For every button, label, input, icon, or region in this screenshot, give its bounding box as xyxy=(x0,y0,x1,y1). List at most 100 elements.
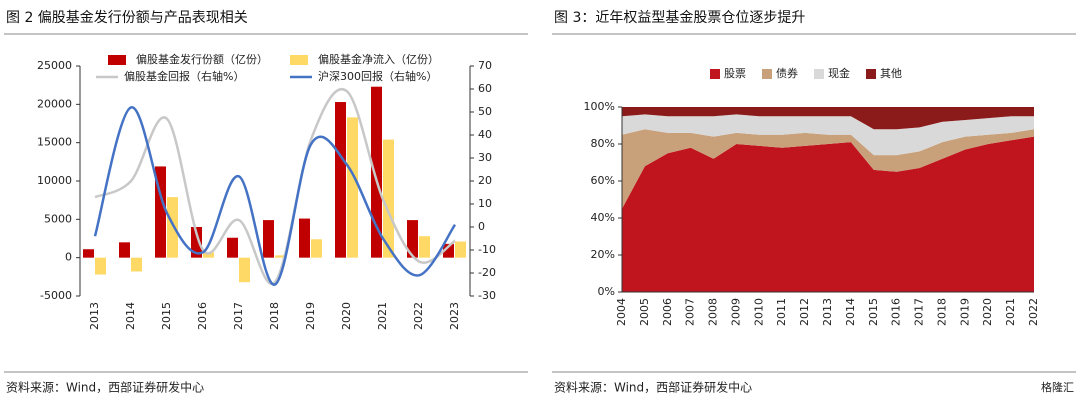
bar xyxy=(167,197,178,258)
x-tick-label: 2014 xyxy=(124,302,137,330)
x-tick-label: 2015 xyxy=(867,298,880,326)
bar xyxy=(335,102,346,258)
x-tick-label: 2011 xyxy=(775,298,788,326)
area-series xyxy=(622,129,1034,209)
area-series xyxy=(622,114,1034,156)
y2-tick-label: 50 xyxy=(478,105,492,118)
legend-label: 债券 xyxy=(776,66,798,80)
legend-label: 股票 xyxy=(724,67,746,80)
y-tick-label: 60% xyxy=(591,174,615,187)
x-tick-label: 2014 xyxy=(844,298,857,326)
x-tick-label: 2010 xyxy=(752,298,765,326)
x-tick-label: 2016 xyxy=(196,302,209,330)
y2-tick-label: -30 xyxy=(478,289,496,302)
y2-tick-label: -20 xyxy=(478,266,496,279)
x-tick-label: 2004 xyxy=(615,298,628,326)
x-tick-label: 2017 xyxy=(232,302,245,330)
y2-tick-label: -10 xyxy=(478,243,496,256)
bar xyxy=(83,249,94,258)
y-tick-label: 5000 xyxy=(44,212,72,225)
x-tick-label: 2021 xyxy=(376,302,389,330)
legend-swatch xyxy=(814,69,824,79)
y2-tick-label: 60 xyxy=(478,82,492,95)
area-series xyxy=(622,107,1034,130)
legend-label: 偏股基金发行份额（亿份） xyxy=(136,52,268,66)
y-tick-label: 10000 xyxy=(37,174,72,187)
x-tick-label: 2021 xyxy=(1004,298,1017,326)
legend-label: 偏股基金回报（右轴%） xyxy=(124,69,244,83)
source-note: 资料来源：Wind，西部证券研发中心 xyxy=(554,380,752,395)
legend-label: 沪深300回报（右轴%） xyxy=(318,69,437,83)
x-tick-label: 2019 xyxy=(958,298,971,326)
x-tick-label: 2019 xyxy=(304,302,317,330)
y2-tick-label: 20 xyxy=(478,174,492,187)
bar xyxy=(275,255,286,258)
x-tick-label: 2006 xyxy=(661,298,674,326)
x-tick-label: 2020 xyxy=(981,298,994,326)
watermark: 格隆汇 xyxy=(1041,380,1074,394)
y-tick-label: 15000 xyxy=(37,136,72,149)
chart-title: 图 2 偏股基金发行份额与产品表现相关 xyxy=(6,9,248,26)
legend-swatch xyxy=(866,69,876,79)
bar xyxy=(407,220,418,258)
bar xyxy=(455,241,466,258)
bar xyxy=(299,218,310,258)
bar xyxy=(191,227,202,258)
legend-swatch xyxy=(108,55,126,65)
y-tick-label: 20000 xyxy=(37,97,72,110)
y-tick-label: 40% xyxy=(591,211,615,224)
bar xyxy=(119,242,130,258)
x-tick-label: 2018 xyxy=(935,298,948,326)
y2-tick-label: 10 xyxy=(478,197,492,210)
legend-swatch xyxy=(762,69,772,79)
area-series xyxy=(622,136,1034,292)
bar xyxy=(227,237,238,258)
y2-tick-label: 30 xyxy=(478,151,492,164)
y-tick-label: 20% xyxy=(591,248,615,261)
x-tick-label: 2022 xyxy=(412,302,425,330)
legend-label: 现金 xyxy=(828,66,850,80)
x-tick-label: 2008 xyxy=(707,298,720,326)
y-tick-label: 80% xyxy=(591,137,615,150)
bar xyxy=(95,257,106,275)
x-tick-label: 2023 xyxy=(448,302,461,330)
chart-title: 图 3：近年权益型基金股票仓位逐步提升 xyxy=(554,9,805,26)
x-tick-label: 2016 xyxy=(890,298,903,326)
x-tick-label: 2013 xyxy=(88,302,101,330)
x-tick-label: 2017 xyxy=(913,298,926,326)
bar xyxy=(371,86,382,258)
y2-tick-label: 40 xyxy=(478,128,492,141)
bar xyxy=(203,252,214,258)
bar xyxy=(155,166,166,258)
bar xyxy=(263,220,274,258)
x-tick-label: 2007 xyxy=(684,298,697,326)
y2-tick-label: 0 xyxy=(478,220,485,233)
y-tick-label: 0% xyxy=(598,285,615,298)
y2-tick-label: 70 xyxy=(478,59,492,72)
bar xyxy=(239,257,250,283)
x-tick-label: 2015 xyxy=(160,302,173,330)
legend-swatch xyxy=(710,69,720,79)
x-tick-label: 2022 xyxy=(1027,298,1040,326)
line-series xyxy=(93,106,457,286)
y-tick-label: -5000 xyxy=(40,289,72,302)
bar xyxy=(311,239,322,258)
x-tick-label: 2012 xyxy=(798,298,811,326)
bar xyxy=(419,236,430,258)
line-series xyxy=(94,88,456,286)
legend-label: 偏股基金净流入（亿份） xyxy=(318,52,439,66)
y-tick-label: 25000 xyxy=(37,59,72,72)
source-note: 资料来源：Wind，西部证券研发中心 xyxy=(6,380,204,395)
y-tick-label: 0 xyxy=(65,251,72,264)
bar xyxy=(131,257,142,272)
x-tick-label: 2013 xyxy=(821,298,834,326)
bar xyxy=(443,243,454,258)
bar xyxy=(347,117,358,258)
x-tick-label: 2009 xyxy=(729,298,742,326)
bar xyxy=(383,139,394,258)
y-tick-label: 100% xyxy=(584,100,615,113)
x-tick-label: 2005 xyxy=(638,298,651,326)
x-tick-label: 2020 xyxy=(340,302,353,330)
legend-label: 其他 xyxy=(880,67,902,80)
